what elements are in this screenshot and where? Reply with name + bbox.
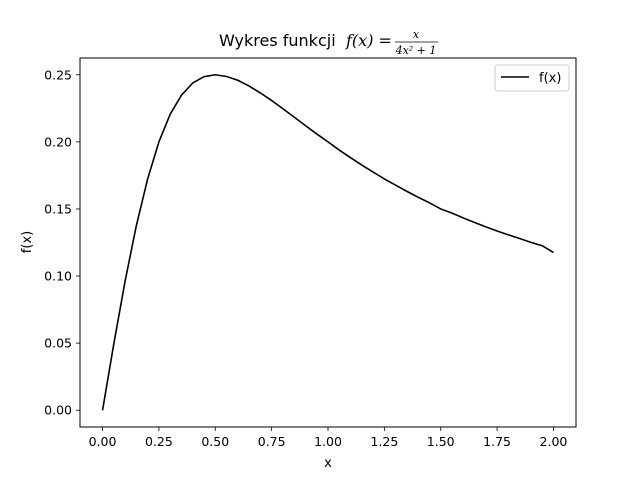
legend: f(x): [494, 64, 570, 92]
title-text: Wykres funkcji: [219, 31, 336, 50]
legend-box: [494, 64, 570, 92]
y-axis-label: f(x): [20, 231, 35, 253]
y-tick-label: 0.20: [44, 134, 72, 149]
title-denominator: 4x² + 1: [395, 44, 437, 57]
x-tick-label: 2.00: [540, 434, 568, 449]
title-formula-lhs: f(x) =: [345, 31, 392, 50]
series-line-f-x: [101, 73, 554, 411]
y-axis: 0.00 0.05 0.10 0.15 0.20 0.25: [44, 67, 80, 418]
chart-title: Wykres funkcji f(x) = x 4x² + 1: [219, 28, 438, 57]
x-tick-label: 1.25: [370, 434, 398, 449]
title-numerator: x: [413, 28, 420, 41]
x-tick-label: 0.75: [258, 434, 286, 449]
legend-entry-f-x: f(x): [539, 71, 561, 86]
x-tick-label: 1.00: [314, 434, 342, 449]
y-tick-label: 0.05: [44, 336, 72, 351]
y-tick-label: 0.25: [44, 67, 72, 82]
x-axis: 0.00 0.25 0.50 0.75 1.00 1.25 1.50 1.75 2.00: [89, 427, 568, 449]
x-tick-label: 0.50: [201, 434, 229, 449]
x-tick-label: 0.00: [89, 434, 117, 449]
y-tick-label: 0.15: [44, 201, 72, 216]
x-tick-label: 1.75: [483, 434, 511, 449]
x-axis-label: x: [324, 456, 332, 471]
x-tick-label: 1.50: [427, 434, 455, 449]
x-tick-label: 0.25: [145, 434, 173, 449]
y-tick-label: 0.10: [44, 269, 72, 284]
y-tick-label: 0.00: [44, 403, 72, 418]
